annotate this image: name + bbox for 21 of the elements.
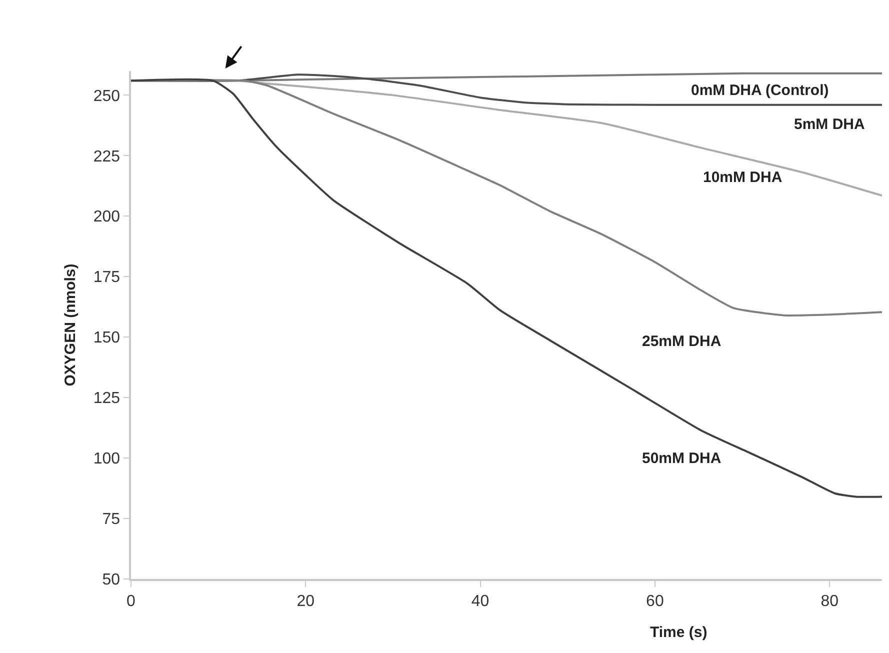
series-label: 0mM DHA (Control) bbox=[691, 82, 829, 99]
x-tick-label: 0 bbox=[126, 592, 136, 610]
y-tick-label: 50 bbox=[102, 572, 120, 589]
series-label: 5mM DHA bbox=[794, 116, 866, 133]
y-tick-label: 150 bbox=[93, 330, 120, 347]
x-axis-title: Time (s) bbox=[650, 624, 708, 641]
y-tick-label: 125 bbox=[93, 390, 120, 408]
x-tick-label: 40 bbox=[471, 592, 490, 610]
x-tick-label: 60 bbox=[646, 592, 664, 610]
series-label: 25mM DHA bbox=[642, 333, 722, 350]
y-axis-title: OXYGEN (nmols) bbox=[62, 264, 80, 386]
series-label: 10mM DHA bbox=[703, 169, 782, 186]
y-tick-label: 250 bbox=[93, 88, 120, 105]
y-tick-label: 75 bbox=[102, 511, 120, 528]
y-tick-label: 225 bbox=[93, 148, 120, 166]
x-tick-label: 80 bbox=[820, 592, 839, 610]
x-tick-label: 20 bbox=[296, 592, 315, 610]
y-tick-label: 100 bbox=[93, 450, 120, 468]
series-label: 50mM DHA bbox=[642, 450, 722, 467]
y-tick-label: 200 bbox=[93, 208, 120, 226]
y-tick-label: 175 bbox=[93, 269, 120, 286]
